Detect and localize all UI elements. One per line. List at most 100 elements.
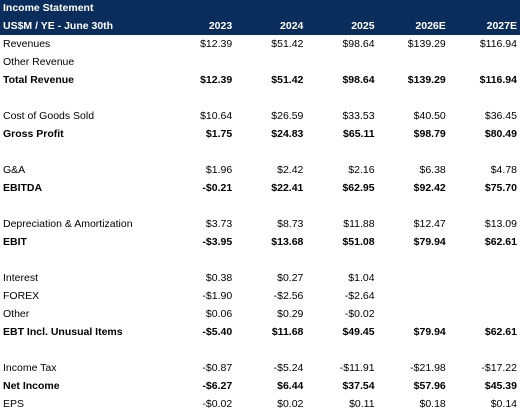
- row-label: Other Revenue: [3, 56, 75, 68]
- spacer-row: [0, 143, 520, 161]
- value-cell: $92.42: [413, 182, 446, 194]
- value-cell: $40.50: [413, 110, 446, 122]
- value-cell: [449, 287, 520, 305]
- value-cell: $0.02: [277, 398, 304, 410]
- value-cell: $51.42: [271, 38, 304, 50]
- value-cell: $62.95: [342, 182, 375, 194]
- empty-cell: [235, 143, 306, 161]
- value-cell: $0.38: [205, 272, 233, 284]
- header-label: US$M / YE - June 30th: [0, 17, 165, 35]
- table-row: Other Revenue: [0, 53, 520, 71]
- empty-cell: [306, 143, 377, 161]
- empty-cell: [235, 251, 306, 269]
- row-label: Cost of Goods Sold: [3, 110, 95, 122]
- row-label: Revenues: [3, 38, 51, 50]
- empty-cell: [449, 341, 520, 359]
- table-row: Other $0.06 $0.29 -$0.02: [0, 305, 520, 323]
- value-cell: $79.94: [413, 326, 446, 338]
- empty-cell: [306, 341, 377, 359]
- empty-cell: [378, 89, 449, 107]
- row-label: Other: [3, 308, 30, 320]
- empty-cell: [164, 341, 235, 359]
- value-cell: $45.39: [484, 380, 517, 392]
- table-row: EBITDA -$0.21 $22.41 $62.95 $92.42 $75.70: [0, 179, 520, 197]
- value-cell: $6.44: [277, 380, 304, 392]
- table-row: G&A $1.96 $2.42 $2.16 $6.38 $4.78: [0, 161, 520, 179]
- row-label: Interest: [3, 272, 39, 284]
- table-row: Depreciation & Amortization $3.73 $8.73 $11…: [0, 215, 520, 233]
- empty-cell: [449, 89, 520, 107]
- empty-cell: [164, 143, 235, 161]
- value-cell: $139.29: [407, 38, 446, 50]
- value-cell: $0.29: [277, 308, 304, 320]
- row-label: EBITDA: [3, 182, 43, 194]
- table-row: EBT Incl. Unusual Items -$5.40 $11.68 $49.4…: [0, 323, 520, 341]
- value-cell: [378, 305, 449, 323]
- row-label: G&A: [3, 164, 26, 176]
- value-cell: $11.88: [343, 218, 375, 230]
- empty-cell: [306, 89, 377, 107]
- table-row: Revenues $12.39 $51.42 $98.64 $139.29 $116.94: [0, 35, 520, 53]
- value-cell: $8.73: [277, 218, 304, 230]
- row-label: EBT Incl. Unusual Items: [3, 326, 123, 338]
- empty-cell: [0, 89, 164, 107]
- empty-cell: [306, 251, 377, 269]
- value-cell: $51.42: [271, 74, 304, 86]
- table-row: Net Income -$6.27 $6.44 $37.54 $57.96 $45.39: [0, 377, 520, 395]
- table-row: Interest $0.38 $0.27 $1.04: [0, 269, 520, 287]
- value-cell: -$0.02: [344, 308, 375, 320]
- value-cell: $139.29: [407, 74, 446, 86]
- value-cell: -$5.40: [202, 326, 233, 338]
- spacer-row: [0, 197, 520, 215]
- value-cell: $6.38: [419, 164, 446, 176]
- value-cell: [378, 53, 449, 71]
- value-cell: $12.47: [413, 218, 446, 230]
- empty-cell: [449, 197, 520, 215]
- table-row: Income Tax -$0.87 -$5.24 -$11.91 -$21.98 -$17…: [0, 359, 520, 377]
- value-cell: [235, 53, 306, 71]
- value-cell: $62.61: [484, 326, 517, 338]
- value-cell: $1.75: [205, 128, 233, 140]
- value-cell: -$2.56: [273, 290, 304, 302]
- value-cell: $49.45: [342, 326, 375, 338]
- empty-cell: [164, 89, 235, 107]
- empty-cell: [164, 197, 235, 215]
- empty-cell: [235, 89, 306, 107]
- value-cell: -$0.87: [202, 362, 233, 374]
- spacer-row: [0, 251, 520, 269]
- empty-cell: [378, 197, 449, 215]
- empty-cell: [164, 251, 235, 269]
- value-cell: $80.49: [484, 128, 517, 140]
- year-header: 2025: [306, 17, 378, 35]
- value-cell: -$21.98: [410, 362, 446, 374]
- year-header: 2023: [164, 17, 236, 35]
- value-cell: $12.39: [200, 38, 233, 50]
- value-cell: [449, 305, 520, 323]
- empty-cell: [449, 251, 520, 269]
- row-label: Depreciation & Amortization: [3, 218, 133, 230]
- value-cell: $2.42: [277, 164, 304, 176]
- empty-cell: [449, 143, 520, 161]
- value-cell: $51.08: [342, 236, 375, 248]
- value-cell: -$2.64: [344, 290, 375, 302]
- value-cell: $26.59: [271, 110, 304, 122]
- value-cell: $1.96: [205, 164, 233, 176]
- value-cell: -$1.90: [202, 290, 233, 302]
- empty-cell: [235, 341, 306, 359]
- value-cell: $116.94: [479, 74, 517, 86]
- value-cell: -$11.91: [339, 362, 375, 374]
- value-cell: [378, 269, 449, 287]
- value-cell: $22.41: [271, 182, 304, 194]
- value-cell: $57.96: [413, 380, 446, 392]
- value-cell: $24.83: [271, 128, 304, 140]
- value-cell: $4.78: [490, 164, 517, 176]
- empty-cell: [0, 197, 164, 215]
- value-cell: $13.09: [484, 218, 517, 230]
- value-cell: $11.68: [271, 326, 304, 338]
- row-label: Net Income: [3, 380, 60, 392]
- value-cell: $116.94: [479, 38, 517, 50]
- value-cell: $0.18: [419, 398, 446, 410]
- empty-cell: [306, 197, 377, 215]
- year-header: 2024: [235, 17, 307, 35]
- value-cell: $12.39: [200, 74, 233, 86]
